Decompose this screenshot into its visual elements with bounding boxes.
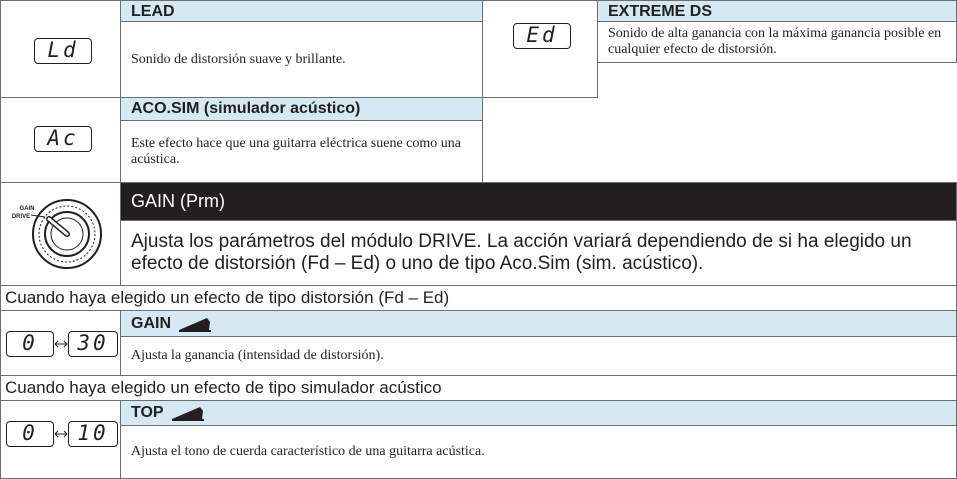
lcd-display: 0 [6,331,54,357]
lcd-display: Ac [34,126,92,152]
effect-description: Sonido de alta ganancia con la máxima ga… [597,21,957,63]
range-arrow [54,340,68,348]
lcd-display: Ed [513,23,571,49]
parameter-header: TOP [120,400,957,426]
icon-cell: 0 10 [0,400,121,479]
icon-cell: Ac [0,97,121,183]
knob-label: GAIN [20,206,35,212]
icon-cell: GAIN DRIVE [0,182,121,286]
lcd-display: Ld [34,38,92,64]
parameter-description: Ajusta la ganancia (intensidad de distor… [120,336,957,376]
lcd-display: 30 [68,331,118,357]
condition: Cuando haya elegido un efecto de tipo di… [0,285,957,311]
parameter-title: GAIN (Prm) [120,182,957,221]
icon-cell: Ld [0,0,121,98]
effect-description: Sonido de distorsión suave y brillante. [120,21,483,98]
parameter-description: Ajusta los parámetros del módulo DRIVE. … [120,220,957,286]
effect-name: LEAD [120,0,483,22]
parameter-name: TOP [131,404,164,421]
lcd-display: 10 [68,421,118,447]
effect-description: Este efecto hace que una guitarra eléctr… [120,120,483,183]
knob-icon: GAIN DRIVE [12,199,102,269]
effect-name: ACO.SIM (simulador acústico) [120,97,483,121]
parameter-header: GAIN [120,310,957,337]
pedal-icon [179,317,211,332]
icon-cell: 0 30 [0,310,121,376]
pedal-icon [171,406,204,421]
effect-name: EXTREME DS [597,0,957,22]
range-arrow [54,430,68,438]
knob-label: DRIVE [12,214,30,220]
lcd-display: 0 [6,421,54,447]
parameter-description: Ajusta el tono de cuerda característico … [120,425,957,479]
parameter-name: GAIN [131,315,171,332]
condition: Cuando haya elegido un efecto de tipo si… [0,375,957,401]
icon-cell: Ed [482,0,598,98]
